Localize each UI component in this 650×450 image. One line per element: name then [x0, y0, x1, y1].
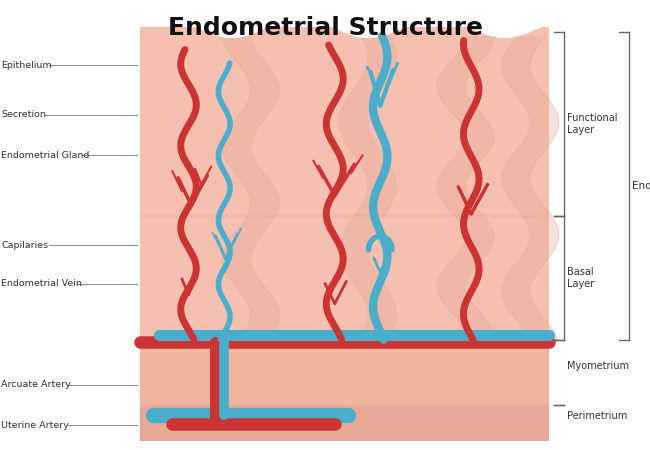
Bar	[140, 27, 549, 340]
Text: Basal
Layer: Basal Layer	[567, 267, 595, 289]
Text: Perimetrium: Perimetrium	[567, 411, 628, 421]
Text: Arcuate Artery: Arcuate Artery	[1, 380, 71, 389]
Text: Endometrial Vein: Endometrial Vein	[1, 279, 82, 288]
Bar	[140, 340, 549, 405]
Text: Endometrial Gland: Endometrial Gland	[1, 151, 90, 160]
Bar	[140, 214, 549, 218]
Text: Uterine Artery: Uterine Artery	[1, 421, 69, 430]
Text: Secretion: Secretion	[1, 110, 46, 119]
Text: Myometrium: Myometrium	[567, 360, 629, 371]
Text: Endometrial Structure: Endometrial Structure	[168, 16, 482, 40]
Text: Functional
Layer: Functional Layer	[567, 113, 618, 135]
Text: Capilaries: Capilaries	[1, 241, 48, 250]
Text: Endometrium: Endometrium	[632, 180, 650, 191]
Bar	[140, 405, 549, 441]
Text: Epithelium: Epithelium	[1, 61, 52, 70]
